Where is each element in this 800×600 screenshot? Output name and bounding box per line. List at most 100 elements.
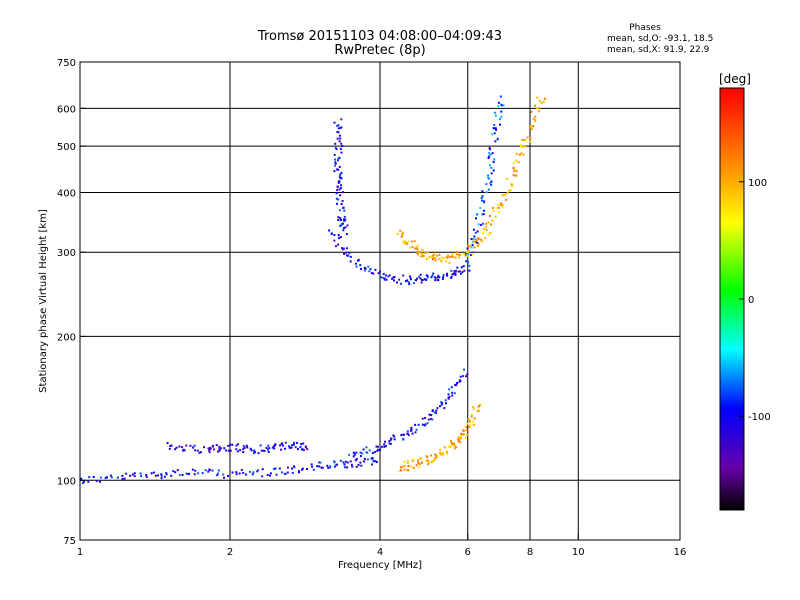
data-point (522, 145, 525, 148)
data-point (345, 233, 348, 236)
data-point (417, 423, 420, 426)
data-point (335, 192, 338, 195)
data-point (170, 444, 173, 447)
data-point (517, 161, 520, 164)
data-point (410, 240, 413, 243)
data-point (497, 101, 500, 104)
data-point (430, 414, 433, 417)
data-point (139, 472, 142, 475)
data-point (536, 96, 539, 99)
data-point (465, 426, 468, 429)
data-point (396, 232, 399, 235)
data-point (457, 270, 460, 273)
data-point (262, 449, 265, 452)
data-point (406, 430, 409, 433)
data-point (468, 424, 471, 427)
data-point (441, 277, 444, 280)
data-point (428, 255, 431, 258)
data-point (339, 173, 342, 176)
data-point (381, 445, 384, 448)
phase-x-stats: mean, sd,X: 91.9, 22.9 (607, 45, 710, 55)
y-tick-label: 200 (57, 332, 76, 343)
data-point (463, 269, 466, 272)
x-tick-label: 16 (674, 547, 687, 558)
data-point (165, 471, 168, 474)
data-point (217, 469, 220, 472)
data-point (334, 164, 337, 167)
data-point (342, 206, 345, 209)
data-point (337, 243, 340, 246)
data-point (333, 153, 336, 156)
data-point (292, 443, 295, 446)
data-point (524, 145, 527, 148)
data-point (227, 444, 230, 447)
data-point (536, 107, 539, 110)
data-point (343, 218, 346, 221)
data-point (160, 474, 163, 477)
data-point (434, 453, 437, 456)
data-point (526, 136, 529, 139)
data-point (465, 375, 468, 378)
data-point (129, 474, 132, 477)
data-point (261, 475, 264, 478)
data-point (252, 471, 255, 474)
data-point (192, 446, 195, 449)
data-point (348, 251, 351, 254)
data-point (334, 146, 337, 149)
data-point (403, 242, 406, 245)
data-point (447, 393, 450, 396)
data-point (393, 276, 396, 279)
data-point (434, 277, 437, 280)
data-point (334, 161, 337, 164)
data-point (392, 434, 395, 437)
data-point (365, 446, 368, 449)
data-point (99, 476, 102, 479)
data-point (436, 455, 439, 458)
data-point (116, 476, 119, 479)
data-point (466, 255, 469, 258)
data-point (488, 147, 491, 150)
data-point (280, 471, 283, 474)
data-point (360, 455, 363, 458)
data-point (495, 128, 498, 131)
data-point (479, 224, 482, 227)
data-point (249, 447, 252, 450)
data-point (131, 473, 134, 476)
data-point (275, 473, 278, 476)
colorbar-ticks: 100 0 -100 (739, 178, 771, 423)
data-point (416, 277, 419, 280)
data-point (430, 256, 433, 259)
data-point (196, 449, 199, 452)
data-point (339, 224, 342, 227)
data-point (289, 446, 292, 449)
data-point (414, 431, 417, 434)
data-point (287, 445, 290, 448)
data-point (359, 264, 362, 267)
data-point (469, 245, 472, 248)
data-point (477, 238, 480, 241)
data-point (140, 475, 143, 478)
data-point (354, 262, 357, 265)
data-point (400, 434, 403, 437)
data-point (430, 461, 433, 464)
data-point (472, 424, 475, 427)
data-point (500, 110, 503, 113)
data-point (340, 151, 343, 154)
data-point (335, 463, 338, 466)
data-point (361, 452, 364, 455)
data-point (421, 278, 424, 281)
data-point (185, 444, 188, 447)
data-point (430, 454, 433, 457)
data-point (344, 460, 347, 463)
data-point (448, 445, 451, 448)
data-point (400, 235, 403, 238)
data-point (339, 194, 342, 197)
data-point (513, 168, 516, 171)
data-point (271, 446, 274, 449)
data-point (231, 443, 234, 446)
data-point (411, 246, 414, 249)
data-point (231, 471, 234, 474)
data-point (413, 282, 416, 285)
data-point (450, 386, 453, 389)
